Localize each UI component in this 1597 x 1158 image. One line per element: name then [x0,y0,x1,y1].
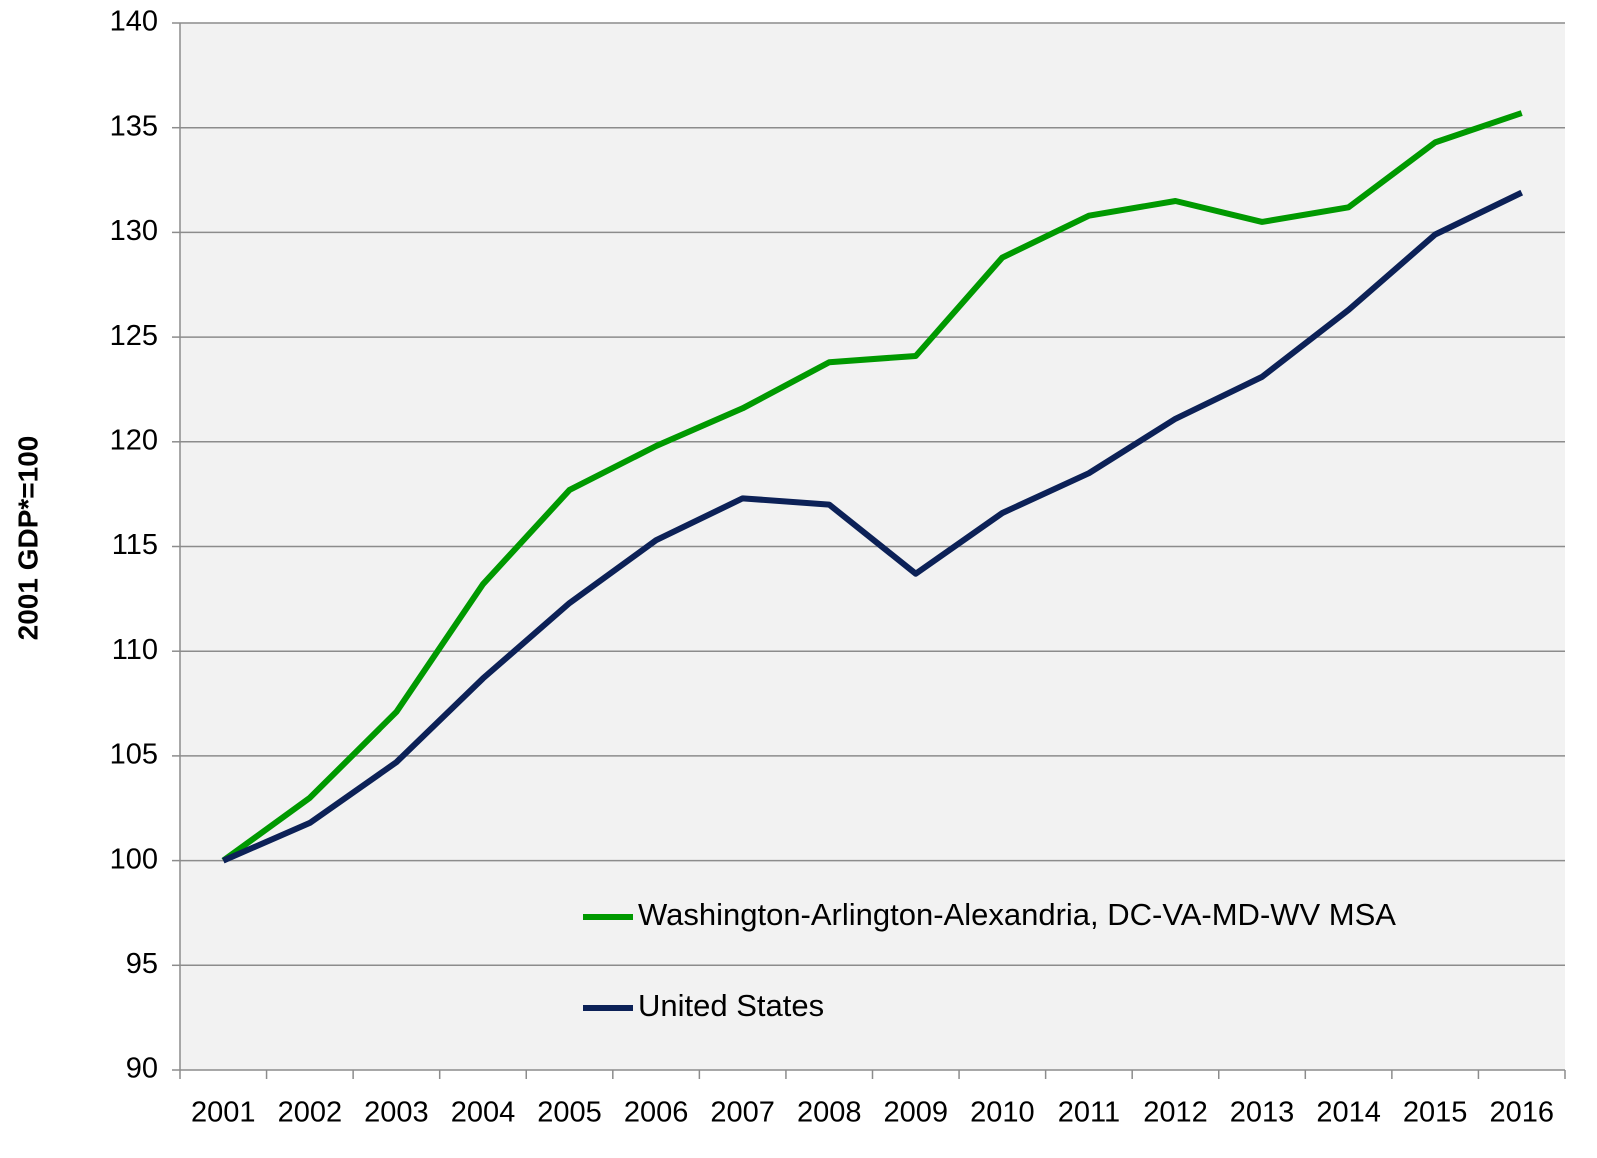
x-tick-label: 2001 [191,1097,256,1129]
y-axis-label: 2001 GDP*=100 [12,436,43,641]
legend-label: United States [638,988,824,1023]
y-tick-label: 105 [110,739,158,771]
x-tick-label: 2003 [364,1097,429,1129]
y-tick-label: 120 [110,424,158,456]
series-line [221,110,1523,864]
y-tick-label: 115 [112,529,158,561]
y-tick-label: 125 [110,320,158,352]
x-tick-label: 2008 [797,1097,862,1129]
x-tick-label: 2015 [1403,1097,1468,1129]
x-tick-label: 2005 [537,1097,602,1129]
y-tick-label: 135 [110,110,158,142]
y-tick-label: 140 [110,6,158,38]
series-line [222,189,1524,864]
y-tick-label: 95 [126,948,158,980]
x-tick-label: 2010 [970,1097,1035,1129]
y-tick-label: 90 [126,1053,158,1085]
x-tick-label: 2013 [1230,1097,1295,1129]
y-tick-label: 110 [112,634,158,666]
x-tick-label: 2009 [884,1097,949,1129]
x-tick-label: 2004 [451,1097,516,1129]
x-tick-label: 2006 [624,1097,689,1129]
x-tick-label: 2016 [1489,1097,1554,1129]
x-tick-label: 2011 [1058,1097,1120,1129]
x-tick-label: 2007 [710,1097,775,1129]
x-tick-label: 2012 [1143,1097,1208,1129]
x-tick-label: 2014 [1316,1097,1381,1129]
x-tick-label: 2002 [278,1097,343,1129]
y-tick-label: 100 [110,843,158,875]
y-tick-label: 130 [110,215,158,247]
legend-label: Washington-Arlington-Alexandria, DC-VA-M… [638,897,1396,932]
